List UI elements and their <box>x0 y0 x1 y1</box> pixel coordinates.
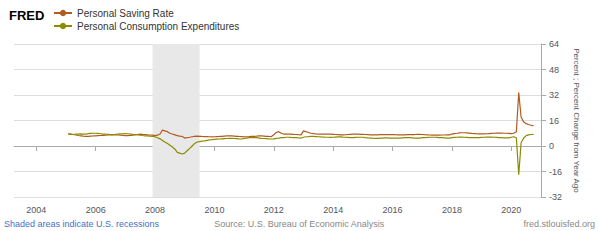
svg-text:Shaded areas indicate U.S. rec: Shaded areas indicate U.S. recessions <box>4 219 160 229</box>
svg-text:Personal Saving Rate: Personal Saving Rate <box>77 8 174 19</box>
svg-text:FRED: FRED <box>9 8 44 23</box>
svg-text:Percent ; Percent Change from: Percent ; Percent Change from Year Ago <box>572 48 581 193</box>
svg-text:-32: -32 <box>549 192 562 202</box>
svg-text:fred.stlouisfed.org: fred.stlouisfed.org <box>523 219 595 229</box>
svg-text:16: 16 <box>549 116 559 126</box>
svg-text:0: 0 <box>549 141 554 151</box>
svg-text:2012: 2012 <box>264 205 284 215</box>
svg-text:2020: 2020 <box>501 205 521 215</box>
svg-text:2018: 2018 <box>442 205 462 215</box>
svg-text:2004: 2004 <box>26 205 46 215</box>
svg-text:2016: 2016 <box>383 205 403 215</box>
svg-text:32: 32 <box>549 90 559 100</box>
svg-text:48: 48 <box>549 65 559 75</box>
svg-text:64: 64 <box>549 39 559 49</box>
svg-text:2006: 2006 <box>86 205 106 215</box>
svg-text:2010: 2010 <box>204 205 224 215</box>
svg-text:2008: 2008 <box>145 205 165 215</box>
svg-text:Personal Consumption Expenditu: Personal Consumption Expenditures <box>77 21 239 32</box>
svg-text:-16: -16 <box>549 167 562 177</box>
svg-text:Source: U.S. Bureau of Economi: Source: U.S. Bureau of Economic Analysis <box>214 219 385 229</box>
svg-text:2014: 2014 <box>323 205 343 215</box>
